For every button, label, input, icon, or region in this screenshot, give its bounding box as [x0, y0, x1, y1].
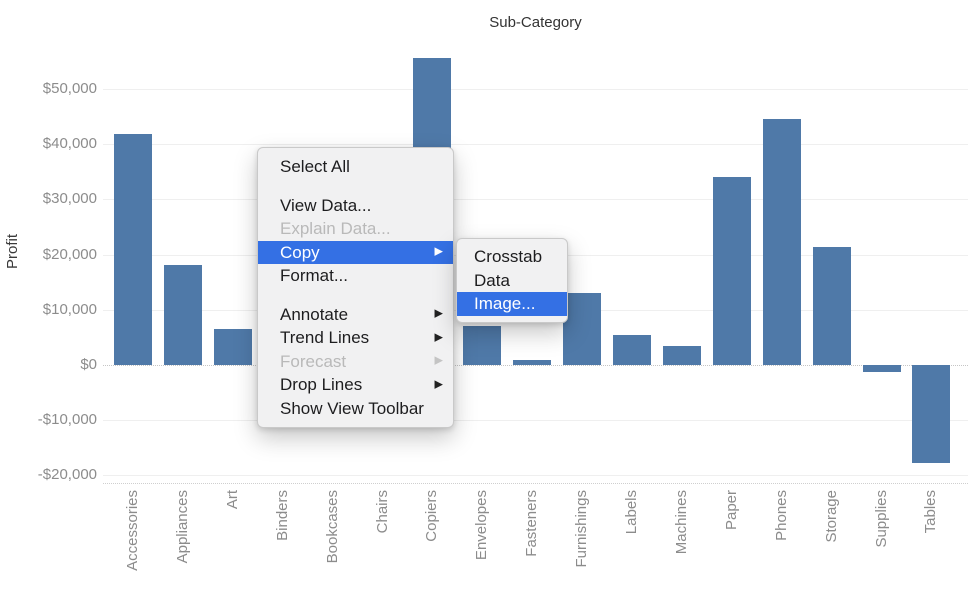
- y-tick-label: $40,000: [42, 135, 97, 153]
- menu-item-label: Data: [474, 270, 510, 290]
- menu-item-label: Trend Lines: [280, 328, 370, 347]
- y-tick-label: $10,000: [42, 300, 97, 318]
- x-tick-label-chairs: Chairs: [373, 490, 391, 534]
- submenu-arrow-icon: ▶: [434, 378, 443, 391]
- menu-item-drop-lines[interactable]: Drop Lines ▶: [258, 373, 453, 397]
- bar-art[interactable]: [213, 329, 252, 365]
- submenu-arrow-icon: ▶: [434, 245, 443, 258]
- x-tick-label-tables: Tables: [922, 490, 940, 534]
- menu-item-label: Forecast: [280, 351, 347, 371]
- bar-phones[interactable]: [762, 119, 801, 365]
- y-tick-label: $20,000: [42, 245, 97, 263]
- x-tick-label-phones: Phones: [772, 490, 790, 541]
- bar-supplies[interactable]: [862, 365, 901, 372]
- zero-line: [103, 365, 968, 366]
- menu-item-format[interactable]: Format...: [258, 264, 453, 288]
- menu-item-label: Drop Lines: [280, 375, 363, 394]
- bar-fasteners[interactable]: [513, 359, 552, 365]
- submenu-arrow-icon: ▶: [434, 331, 443, 344]
- bar-machines[interactable]: [662, 346, 701, 365]
- x-tick-label-binders: Binders: [273, 490, 291, 541]
- bar-accessories[interactable]: [114, 133, 152, 365]
- gridline: [103, 475, 968, 477]
- bar-labels[interactable]: [613, 334, 651, 365]
- bar-storage[interactable]: [812, 247, 851, 365]
- gridline: [103, 420, 968, 422]
- chart-title: Sub-Category: [489, 14, 582, 31]
- x-tick-label-copiers: Copiers: [423, 490, 441, 542]
- y-tick-label: -$20,000: [37, 466, 97, 484]
- gridline: [103, 199, 968, 201]
- menu-item-label: Format...: [280, 266, 349, 285]
- menu-item-label: Select All: [280, 157, 350, 176]
- x-tick-label-storage: Storage: [822, 490, 840, 543]
- menu-item-annotate[interactable]: Annotate ▶: [258, 303, 453, 327]
- menu-item-label: Annotate: [280, 304, 349, 324]
- bar-paper[interactable]: [712, 176, 751, 365]
- menu-item-view-data[interactable]: View Data...: [258, 194, 453, 218]
- menu-item-label: Image...: [474, 294, 536, 313]
- menu-item-label: Explain Data...: [280, 219, 391, 238]
- menu-separator: [258, 179, 453, 194]
- menu-item-copy[interactable]: Copy ▶: [258, 240, 453, 264]
- submenu-item-crosstab[interactable]: Crosstab: [457, 245, 567, 269]
- bar-appliances[interactable]: [163, 265, 202, 365]
- copy-submenu: Crosstab Data Image...: [456, 238, 568, 323]
- y-tick-label: -$10,000: [37, 411, 97, 429]
- menu-item-label: Copy: [280, 242, 320, 262]
- x-tick-label-envelopes: Envelopes: [473, 490, 491, 561]
- menu-item-label: Show View Toolbar: [280, 398, 424, 418]
- menu-item-select-all[interactable]: Select All: [258, 155, 453, 179]
- submenu-item-image[interactable]: Image...: [457, 292, 567, 316]
- x-tick-label-machines: Machines: [672, 490, 690, 555]
- gridline: [103, 144, 968, 146]
- submenu-arrow-icon: ▶: [434, 307, 443, 320]
- menu-item-label: View Data...: [280, 195, 372, 215]
- x-axis-line: [103, 483, 968, 484]
- bar-tables[interactable]: [912, 365, 951, 463]
- x-tick-label-paper: Paper: [722, 490, 740, 531]
- y-tick-label: $0: [80, 356, 97, 373]
- menu-separator: [258, 288, 453, 303]
- menu-item-show-view-toolbar[interactable]: Show View Toolbar: [258, 397, 453, 421]
- x-tick-label-furnishings: Furnishings: [573, 490, 591, 568]
- x-tick-label-accessories: Accessories: [124, 490, 141, 571]
- bar-furnishings[interactable]: [563, 292, 602, 365]
- menu-item-explain-data: Explain Data...: [258, 217, 453, 241]
- x-tick-label-labels: Labels: [623, 490, 640, 535]
- x-tick-label-bookcases: Bookcases: [323, 490, 341, 564]
- menu-item-trend-lines[interactable]: Trend Lines ▶: [258, 326, 453, 350]
- y-tick-label: $50,000: [42, 80, 97, 97]
- submenu-arrow-icon: ▶: [434, 354, 443, 367]
- context-menu: Select All View Data... Explain Data... …: [257, 147, 454, 428]
- x-tick-label-art: Art: [223, 490, 241, 510]
- gridline: [103, 89, 968, 90]
- x-tick-label-fasteners: Fasteners: [523, 490, 541, 557]
- x-tick-label-appliances: Appliances: [173, 490, 191, 564]
- bar-envelopes[interactable]: [463, 326, 502, 365]
- x-tick-label-supplies: Supplies: [872, 490, 890, 548]
- submenu-item-data[interactable]: Data: [457, 269, 567, 293]
- menu-item-forecast: Forecast ▶: [258, 350, 453, 374]
- menu-item-label: Crosstab: [474, 247, 543, 266]
- y-tick-label: $30,000: [42, 190, 97, 208]
